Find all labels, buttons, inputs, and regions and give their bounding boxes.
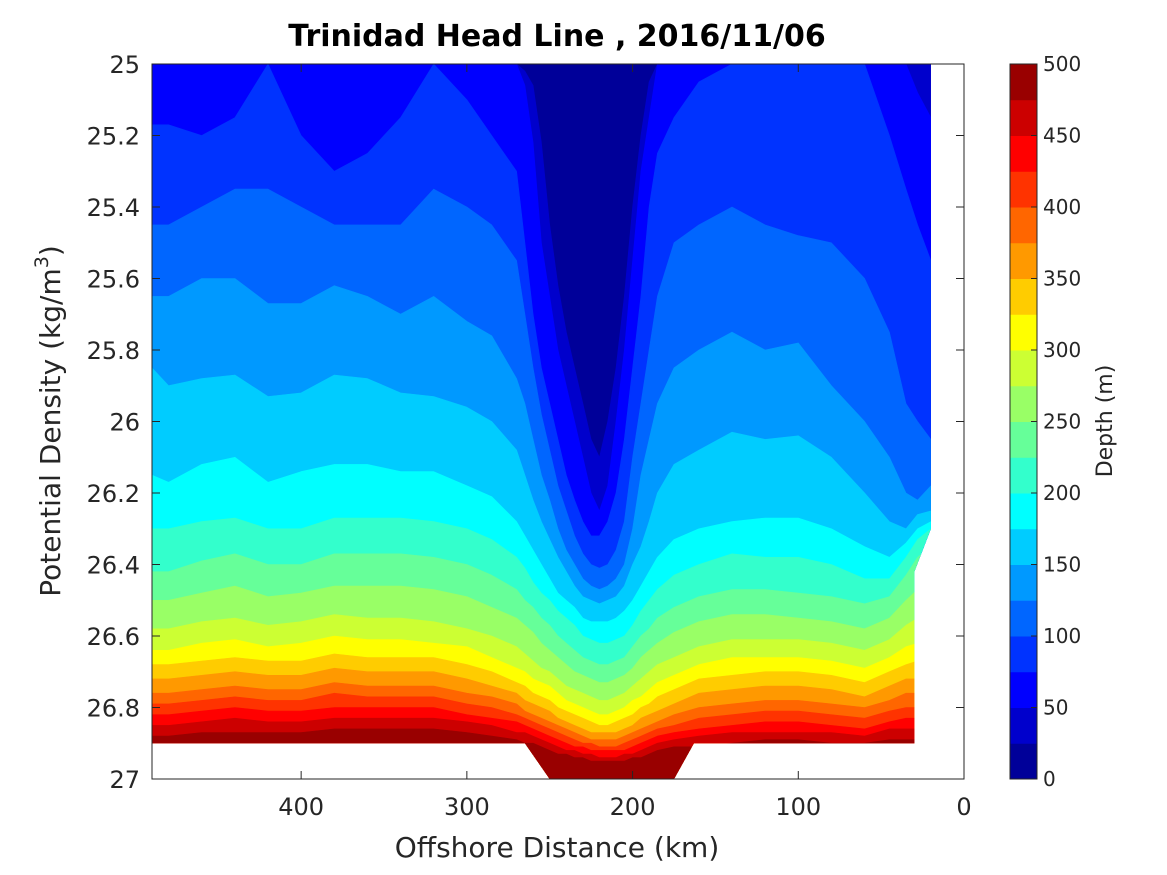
x-ticks: 400 300 200 100 0 — [278, 64, 972, 821]
colorbar-swatch — [1010, 743, 1037, 780]
colorbar-swatch — [1010, 207, 1037, 244]
colorbar-tick-label: 500 — [1043, 52, 1081, 76]
colorbar-swatch — [1010, 350, 1037, 387]
y-tick-label: 25 — [109, 51, 140, 79]
y-tick-label: 25.8 — [87, 337, 140, 365]
colorbar-swatch — [1010, 493, 1037, 530]
x-tick-label: 100 — [775, 793, 821, 821]
colorbar-tick-label: 400 — [1043, 195, 1081, 219]
x-axis-label: Offshore Distance (km) — [395, 831, 720, 864]
colorbar-swatch — [1010, 564, 1037, 601]
colorbar: 0 50 100 150 200 250 300 350 400 450 500 Depth (m) — [1009, 52, 1118, 791]
colorbar-tick-label: 350 — [1043, 267, 1081, 291]
colorbar-swatch — [1010, 278, 1037, 315]
colorbar-swatch — [1010, 707, 1037, 744]
colorbar-swatch — [1010, 99, 1037, 136]
colorbar-ticks: 0 50 100 150 200 250 300 350 400 450 500 — [1031, 52, 1081, 791]
colorbar-swatch — [1010, 600, 1037, 637]
colorbar-tick-label: 200 — [1043, 481, 1081, 505]
colorbar-swatch — [1010, 64, 1037, 101]
y-tick-label: 25.2 — [87, 123, 140, 151]
y-axis-label-close: ) — [34, 245, 67, 256]
y-tick-label: 25.6 — [87, 266, 140, 294]
colorbar-swatch — [1010, 314, 1037, 351]
colorbar-tick-label: 250 — [1043, 410, 1081, 434]
colorbar-swatch — [1010, 385, 1037, 422]
y-axis-label-main: Potential Density (kg/m — [34, 268, 67, 597]
colorbar-tick-label: 100 — [1043, 624, 1081, 648]
y-tick-label: 26.6 — [87, 623, 140, 651]
plot-area — [152, 64, 964, 779]
x-tick-label: 200 — [610, 793, 656, 821]
colorbar-swatch — [1010, 135, 1037, 172]
colorbar-swatch — [1010, 528, 1037, 565]
colorbar-label: Depth (m) — [1093, 365, 1118, 478]
colorbar-swatch — [1010, 671, 1037, 708]
colorbar-tick-label: 0 — [1043, 767, 1056, 791]
y-tick-label: 27 — [109, 766, 140, 794]
colorbar-swatches — [1010, 64, 1037, 780]
y-axis-label: Potential Density (kg/m3) — [31, 245, 67, 597]
colorbar-swatch — [1010, 636, 1037, 673]
x-tick-label: 0 — [956, 793, 971, 821]
y-tick-label: 26.4 — [87, 552, 140, 580]
axes: 400 300 200 100 0 25 25.2 25.4 25.6 25.8 26 26.2 26… — [87, 51, 972, 821]
y-axis-label-superscript: 3 — [31, 256, 53, 268]
colorbar-swatch — [1010, 421, 1037, 458]
y-ticks: 25 25.2 25.4 25.6 25.8 26 26.2 26.4 26.6 26.8 27 — [87, 51, 964, 794]
colorbar-swatch — [1010, 171, 1037, 208]
colorbar-tick-label: 50 — [1043, 696, 1068, 720]
x-tick-label: 400 — [278, 793, 324, 821]
colorbar-swatch — [1010, 457, 1037, 494]
y-tick-label: 25.4 — [87, 194, 140, 222]
colorbar-tick-label: 300 — [1043, 338, 1081, 362]
colorbar-tick-label: 150 — [1043, 553, 1081, 577]
contour-layers — [152, 64, 931, 779]
x-tick-label: 300 — [444, 793, 490, 821]
y-tick-label: 26.8 — [87, 695, 140, 723]
chart-title: Trinidad Head Line , 2016/11/06 — [288, 19, 825, 54]
y-tick-label: 26 — [109, 409, 140, 437]
y-tick-label: 26.2 — [87, 480, 140, 508]
colorbar-tick-label: 450 — [1043, 124, 1081, 148]
colorbar-swatch — [1010, 242, 1037, 279]
